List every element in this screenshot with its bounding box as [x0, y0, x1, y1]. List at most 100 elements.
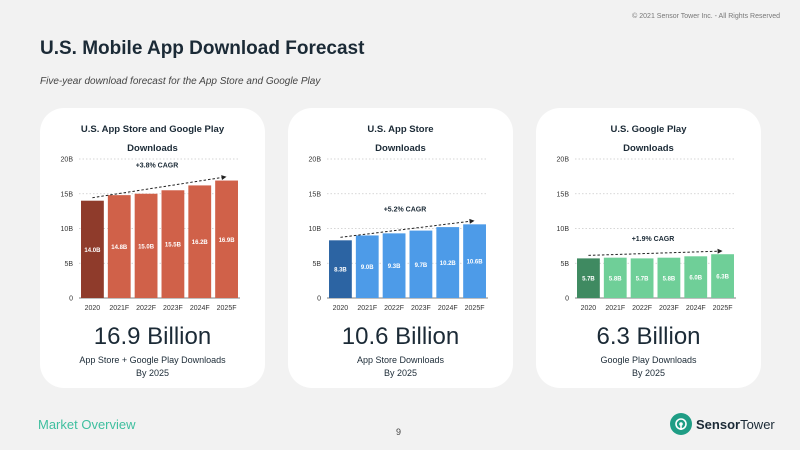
brand-wordmark-bold: Sensor: [696, 416, 741, 432]
bar: [711, 254, 734, 298]
caption-line-1: App Store Downloads: [356, 355, 445, 365]
chart-card-total: U.S. App Store and Google Play Downloads…: [40, 108, 265, 388]
headline-value: 10.6 Billion: [341, 323, 460, 350]
bar: [657, 257, 681, 298]
caption-line-1: App Store + Google Play Downloads: [79, 355, 226, 365]
cagr-annotation: +3.8% CAGR: [136, 163, 179, 170]
cagr-arrowhead: [469, 218, 475, 224]
caption-line-2: By 2025: [135, 368, 170, 378]
brand-wordmark-rest: Tower: [740, 416, 775, 432]
chart-title-line-2: Downloads: [375, 143, 426, 154]
bar: [107, 195, 131, 298]
brand-logo: SensorTower: [670, 412, 775, 436]
chart-title: U.S. Google Play Downloads: [536, 120, 761, 158]
headline-value: 16.9 Billion: [93, 323, 212, 350]
y-tick-label: 5B: [312, 261, 321, 268]
x-tick-label: 2023F: [659, 305, 679, 312]
y-tick-label: 15B: [309, 191, 322, 198]
bar: [188, 185, 212, 298]
y-tick-label: 5B: [560, 261, 569, 268]
chart-card-google-play: U.S. Google Play Downloads 0 5B 10B 15B 20B 5…: [536, 108, 761, 388]
cagr-trend-line: [92, 177, 222, 199]
caption-line-2: By 2025: [383, 368, 418, 378]
bar: [161, 190, 185, 298]
caption-line-1: Google Play Downloads: [600, 355, 697, 365]
x-tick-label: 2020: [85, 305, 101, 312]
x-tick-label: 2020: [333, 305, 349, 312]
bar-chart-app-store: 0 5B 10B 15B 20B 8.3B 2020 9.0B 2021F 9.3B 2022F 9.…: [309, 157, 488, 312]
page-title: U.S. Mobile App Download Forecast: [40, 38, 365, 59]
x-tick-label: 2024F: [438, 305, 458, 312]
y-tick-label: 20B: [557, 157, 570, 164]
cagr-annotation: +1.9% CAGR: [632, 236, 675, 243]
headline-value: 6.3 Billion: [596, 323, 701, 350]
bar-value-label: 15.5B: [165, 243, 182, 249]
sensor-tower-icon: [670, 413, 692, 435]
bar-value-label: 14.8B: [111, 245, 128, 251]
x-tick-label: 2022F: [136, 305, 156, 312]
x-tick-label: 2025F: [713, 305, 733, 312]
cagr-arrowhead: [221, 175, 227, 181]
x-tick-label: 2020: [581, 305, 597, 312]
brand-wordmark: SensorTower: [696, 417, 775, 432]
y-tick-label: 10B: [557, 226, 570, 233]
bar: [329, 240, 352, 298]
copyright-notice: © 2021 Sensor Tower Inc. - All Rights Re…: [632, 13, 780, 20]
cagr-annotation: +5.2% CAGR: [384, 206, 427, 213]
bar: [134, 193, 158, 298]
bar: [630, 258, 654, 298]
y-tick-label: 15B: [557, 191, 570, 198]
x-tick-label: 2023F: [411, 305, 431, 312]
bar: [463, 224, 486, 298]
chart-title-line-1: U.S. App Store: [367, 124, 434, 135]
bar-value-label: 10.6B: [467, 260, 484, 266]
x-tick-label: 2023F: [163, 305, 183, 312]
bar-value-label: 9.3B: [388, 264, 401, 270]
bar: [577, 258, 600, 298]
chart-title: U.S. App Store Downloads: [288, 120, 513, 158]
y-tick-label: 20B: [309, 157, 322, 164]
y-tick-label: 10B: [309, 226, 322, 233]
y-tick-label: 0: [69, 296, 73, 303]
bar-value-label: 6.0B: [689, 276, 702, 282]
x-tick-label: 2025F: [217, 305, 237, 312]
cagr-trend-line: [340, 220, 470, 238]
bar: [684, 256, 708, 298]
bar: [409, 230, 433, 298]
bar-value-label: 5.7B: [582, 277, 595, 283]
cagr-trend-line: [588, 250, 718, 256]
bar-value-label: 9.0B: [361, 265, 374, 271]
chart-card-app-store: U.S. App Store Downloads 0 5B 10B 15B 20B 8.3…: [288, 108, 513, 388]
y-tick-label: 0: [565, 296, 569, 303]
bar-value-label: 8.3B: [334, 268, 347, 274]
x-tick-label: 2021F: [605, 305, 625, 312]
bar: [436, 227, 460, 298]
y-tick-label: 0: [317, 296, 321, 303]
page-number: 9: [396, 427, 402, 437]
x-tick-label: 2024F: [190, 305, 210, 312]
headline-caption: App Store + Google Play Downloads By 202…: [40, 354, 265, 380]
x-tick-label: 2024F: [686, 305, 706, 312]
section-label: Market Overview: [38, 417, 136, 432]
bar: [382, 233, 406, 298]
bar-value-label: 5.7B: [636, 277, 649, 283]
cagr-arrowhead: [717, 248, 723, 254]
headline-caption: App Store Downloads By 2025: [288, 354, 513, 380]
x-tick-label: 2021F: [357, 305, 377, 312]
bar-value-label: 15.0B: [138, 244, 155, 250]
bar-value-label: 5.8B: [663, 276, 676, 282]
bar-value-label: 9.7B: [415, 263, 428, 269]
bar-value-label: 6.3B: [716, 275, 729, 281]
chart-title-line-2: Downloads: [127, 143, 178, 154]
bar-value-label: 16.2B: [192, 240, 209, 246]
bar-value-label: 14.0B: [84, 248, 101, 254]
y-tick-label: 20B: [61, 157, 74, 164]
chart-title: U.S. App Store and Google Play Downloads: [40, 120, 265, 158]
chart-title-line-1: U.S. App Store and Google Play: [80, 124, 225, 135]
x-tick-label: 2022F: [632, 305, 652, 312]
bar-chart-google-play: 0 5B 10B 15B 20B 5.7B 2020 5.8B 2021F 5.7B 2022F 5.…: [557, 157, 736, 312]
bar: [355, 235, 379, 298]
bar-value-label: 16.9B: [219, 238, 236, 244]
y-tick-label: 5B: [64, 261, 73, 268]
bar-chart-total: 0 5B 10B 15B 20B 14.0B 2020 14.8B 2021F 15.0B 2022…: [61, 157, 240, 312]
